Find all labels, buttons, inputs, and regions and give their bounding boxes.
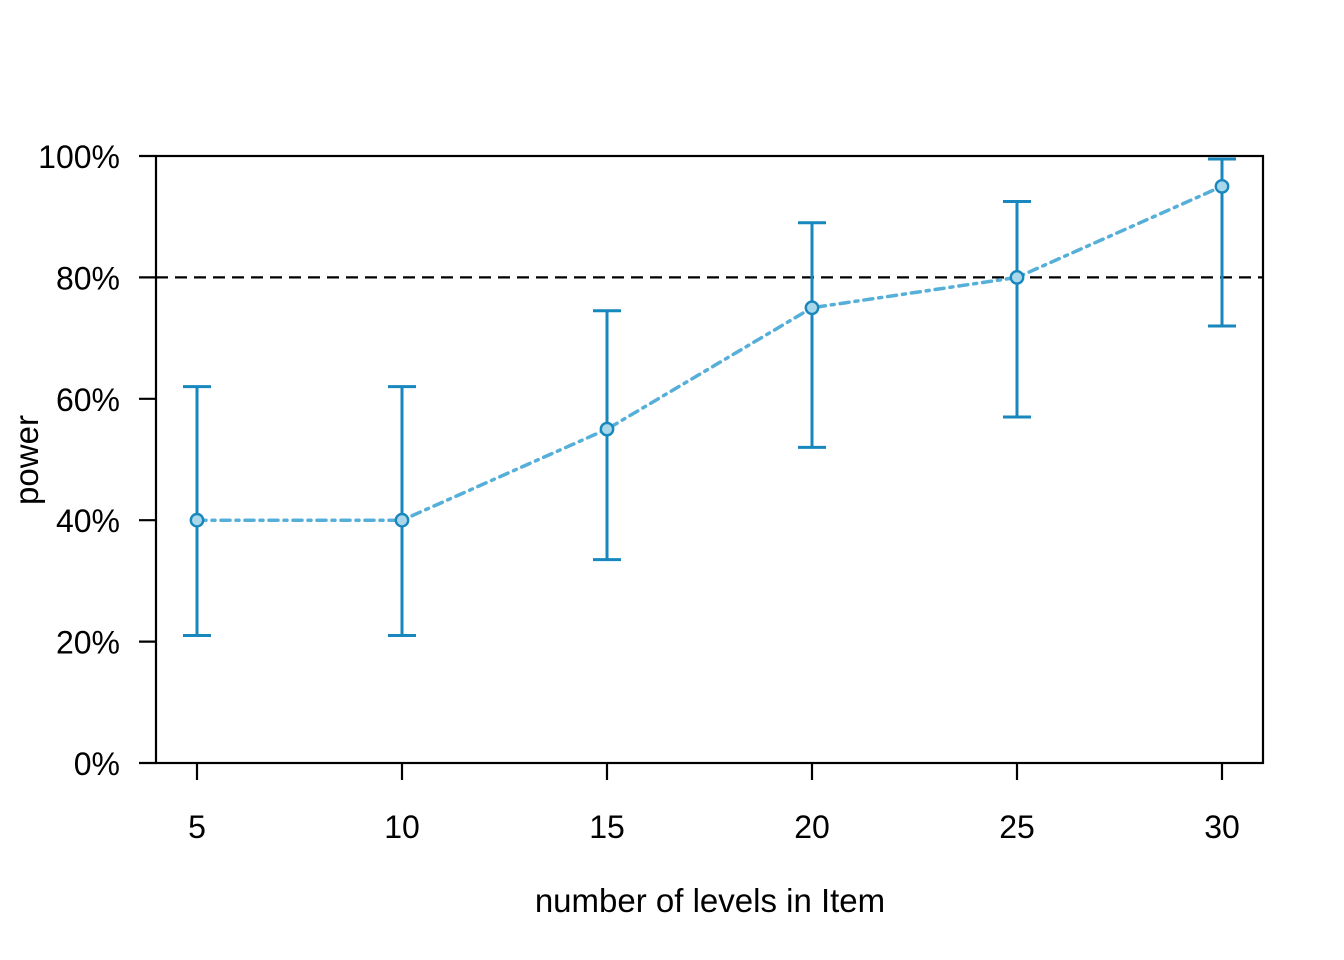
y-tick-label: 20% — [56, 625, 120, 661]
x-tick-label: 5 — [188, 809, 206, 845]
y-tick-label: 40% — [56, 503, 120, 539]
x-tick-label: 15 — [589, 809, 625, 845]
data-point-marker — [394, 512, 410, 528]
y-axis-title: power — [8, 415, 45, 505]
data-point-marker — [599, 421, 615, 437]
trend-line — [195, 184, 1224, 522]
y-tick-label: 80% — [56, 260, 120, 296]
x-axis-title: number of levels in Item — [535, 882, 885, 919]
y-tick-label: 100% — [38, 139, 120, 175]
chart-layers: 0% 20% 40% 60% 80% 100% 5 10 15 20 25 30 — [38, 139, 1265, 845]
data-point-marker — [189, 512, 205, 528]
y-tick-label: 0% — [74, 746, 120, 782]
plot-box — [154, 154, 1265, 765]
x-tick-label: 30 — [1204, 809, 1240, 845]
x-tick-label: 25 — [999, 809, 1035, 845]
data-point-marker — [1214, 178, 1230, 194]
y-tick-label: 60% — [56, 382, 120, 418]
x-tick-label: 20 — [794, 809, 830, 845]
data-point-marker — [804, 300, 820, 316]
data-point-marker — [1009, 269, 1025, 285]
x-tick-label: 10 — [384, 809, 420, 845]
